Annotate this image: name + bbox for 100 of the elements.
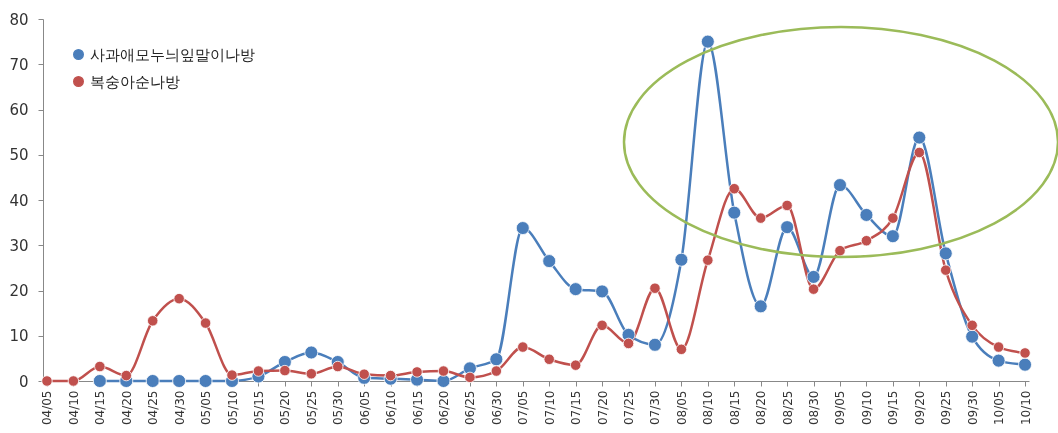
point (649, 282, 661, 294)
point (173, 293, 185, 305)
x-tick-label: 08/30 (807, 390, 822, 426)
x-tick-label: 06/10 (384, 390, 399, 426)
x-tick-label: 05/30 (331, 390, 346, 426)
x-tick-label: 04/15 (93, 390, 108, 426)
x-tick-label: 09/20 (912, 390, 927, 426)
point (702, 254, 714, 266)
y-tick-label: 10 (9, 327, 29, 346)
x-tick-label: 06/30 (489, 390, 504, 426)
x-tick-label: 06/20 (436, 390, 451, 426)
x-tick-label: 09/15 (886, 390, 901, 426)
y-tick-label: 0 (18, 372, 29, 391)
point (938, 246, 953, 261)
legend-label: 복숭아순나방 (90, 72, 180, 91)
point (648, 337, 662, 352)
point (411, 366, 423, 378)
x-tick-label: 04/20 (119, 390, 134, 426)
y-tick-label: 20 (9, 282, 29, 300)
point (780, 220, 795, 235)
x-tick-label: 08/10 (701, 390, 716, 426)
point (596, 319, 608, 331)
point (464, 371, 476, 384)
x-tick-label: 10/05 (992, 390, 1007, 426)
point (145, 374, 160, 388)
point (542, 254, 557, 268)
point (226, 369, 238, 381)
point (358, 368, 370, 380)
point (568, 282, 583, 297)
point (992, 341, 1005, 353)
x-tick-label: 09/25 (939, 390, 954, 426)
x-tick-label: 09/05 (833, 390, 848, 426)
x-tick-label: 07/10 (542, 390, 557, 426)
point (94, 360, 106, 373)
point (515, 221, 530, 235)
point (147, 315, 159, 327)
x-tick-label: 05/25 (304, 390, 319, 426)
point (781, 199, 793, 212)
point (859, 208, 874, 222)
x-tick-label: 05/10 (225, 390, 240, 426)
point (728, 183, 740, 195)
point (966, 319, 978, 331)
point (700, 34, 715, 49)
x-tick-label: 04/25 (146, 390, 161, 426)
point (490, 365, 502, 377)
x-tick-label: 07/25 (622, 390, 637, 426)
x-tick-label: 08/20 (754, 390, 769, 426)
point (885, 229, 900, 244)
point (1018, 357, 1032, 372)
y-tick-label: 80 (9, 10, 29, 29)
y-tick-label: 30 (9, 236, 29, 255)
point (198, 374, 213, 388)
point (913, 146, 925, 159)
x-tick-label: 08/15 (727, 390, 742, 426)
point (332, 360, 344, 373)
point (517, 341, 529, 353)
point (543, 353, 555, 365)
point (172, 374, 187, 388)
point (860, 235, 873, 247)
point (92, 374, 107, 388)
x-tick-label: 08/05 (674, 390, 689, 426)
y-tick-label: 70 (9, 55, 29, 74)
point (806, 270, 821, 284)
point (887, 212, 899, 224)
point (67, 375, 80, 387)
y-tick-label: 60 (9, 101, 29, 119)
y-tick-label: 50 (9, 146, 29, 165)
x-tick-label: 10/10 (1018, 390, 1033, 426)
point (120, 369, 132, 382)
point (674, 252, 689, 267)
point (1019, 347, 1031, 359)
point (912, 130, 927, 145)
point (437, 365, 450, 377)
point (304, 345, 319, 360)
point (279, 364, 291, 377)
x-tick-label: 05/15 (251, 390, 266, 426)
point (675, 343, 688, 355)
point (199, 317, 212, 329)
point (807, 283, 820, 295)
point (622, 337, 635, 350)
x-tick-label: 04/30 (172, 390, 187, 426)
point (305, 368, 317, 380)
x-tick-label: 07/20 (595, 390, 610, 426)
x-tick-label: 09/30 (965, 390, 980, 426)
point (833, 178, 847, 192)
point (991, 353, 1006, 368)
point (727, 205, 742, 220)
x-tick-label: 09/10 (859, 390, 874, 426)
point (570, 359, 582, 371)
x-tick-label: 06/15 (410, 390, 425, 426)
x-tick-label: 05/20 (278, 390, 293, 426)
x-tick-label: 07/05 (516, 390, 531, 426)
x-tick-label: 07/15 (569, 390, 584, 426)
point (489, 352, 504, 367)
y-tick-label: 40 (9, 191, 29, 210)
x-tick-label: 06/25 (463, 390, 478, 426)
x-tick-label: 06/05 (357, 390, 372, 426)
x-tick-label: 04/05 (40, 390, 55, 426)
x-tick-label: 05/05 (199, 390, 214, 426)
x-tick-label: 08/25 (780, 390, 795, 426)
